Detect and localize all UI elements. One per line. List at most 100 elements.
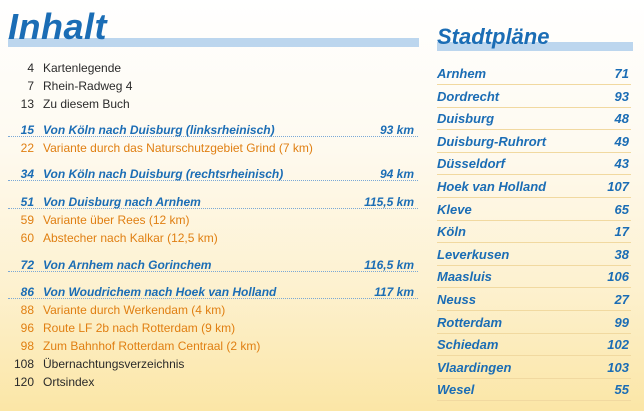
dotted-leader	[8, 136, 418, 137]
city-map-entry[interactable]: Hoek van Holland 107	[437, 176, 631, 198]
toc-page-number: 4	[27, 61, 34, 75]
toc-entry-title: Kartenlegende	[43, 61, 122, 75]
toc-entry-title: Variante durch Werkendam (4 km)	[43, 303, 226, 317]
toc-entry-title: Übernachtungsverzeichnis	[43, 357, 185, 371]
row-divider	[437, 174, 631, 176]
toc-page-number: 60	[20, 231, 34, 245]
dotted-leader	[8, 298, 418, 299]
dotted-leader	[8, 271, 418, 272]
city-name: Neuss	[437, 292, 477, 307]
city-name: Wesel	[437, 382, 475, 398]
city-map-entry[interactable]: Düsseldorf 43	[437, 153, 631, 176]
toc-entry[interactable]: 96 Route LF 2b nach Rotterdam (9 km)	[8, 320, 418, 336]
city-map-page: 107	[607, 179, 629, 194]
city-map-entry[interactable]: Vlaardingen 103	[437, 357, 631, 379]
dotted-leader	[8, 208, 418, 209]
toc-entry-title: Ortsindex	[43, 375, 95, 389]
toc-page-number: 86	[20, 285, 34, 299]
city-map-entry[interactable]: Neuss 27	[437, 289, 631, 311]
toc-route-distance: 116,5 km	[364, 258, 414, 272]
city-map-page: 93	[614, 88, 629, 104]
toc-entry-title: Von Duisburg nach Arnhem	[43, 195, 201, 209]
city-map-entry[interactable]: Dordrecht 93	[437, 86, 631, 108]
city-map-page: 106	[607, 269, 629, 285]
row-divider	[437, 264, 631, 266]
toc-entry[interactable]: 88 Variante durch Werkendam (4 km)	[8, 302, 418, 318]
toc-entry-title: Abstecher nach Kalkar (12,5 km)	[43, 231, 218, 245]
city-map-entry[interactable]: Maasluis 106	[437, 266, 631, 289]
toc-page-number: 15	[20, 123, 34, 137]
row-divider	[437, 84, 631, 85]
toc-page-number: 7	[27, 79, 34, 93]
toc-entry-title: Rhein-Radweg 4	[43, 79, 133, 93]
maps-title-underline	[437, 42, 633, 51]
city-map-entry[interactable]: Arnhem 71	[437, 63, 631, 85]
city-name: Duisburg-Ruhrort	[437, 133, 547, 149]
row-divider	[437, 332, 631, 334]
city-map-page: 38	[614, 246, 629, 262]
toc-route-distance: 115,5 km	[364, 195, 414, 209]
toc-page-number: 34	[20, 167, 34, 181]
city-map-entry[interactable]: Leverkusen 38	[437, 244, 631, 266]
toc-page-number: 96	[20, 321, 34, 335]
toc-entry[interactable]: 7 Rhein-Radweg 4	[8, 78, 418, 94]
city-map-entry[interactable]: Duisburg-Ruhrort 49	[437, 131, 631, 153]
toc-entry[interactable]: 60 Abstecher nach Kalkar (12,5 km)	[8, 230, 418, 246]
city-map-page: 49	[614, 133, 629, 149]
city-map-page: 103	[607, 359, 629, 375]
row-divider	[437, 129, 631, 131]
row-divider	[437, 400, 631, 402]
toc-title: Inhalt	[8, 6, 107, 47]
dotted-leader	[8, 180, 418, 181]
row-divider	[437, 151, 631, 153]
toc-entry-title: Von Köln nach Duisburg (linksrheinisch)	[43, 123, 275, 137]
city-map-entry[interactable]: Wesel 55	[437, 379, 631, 402]
row-divider	[437, 106, 631, 108]
city-name: Duisburg	[437, 111, 495, 127]
toc-entry[interactable]: 72 Von Arnhem nach Gorinchem 116,5 km	[8, 257, 418, 273]
row-divider	[437, 242, 631, 244]
city-map-page: 27	[614, 292, 629, 307]
toc-entry[interactable]: 4 Kartenlegende	[8, 60, 418, 76]
toc-entry[interactable]: 15 Von Köln nach Duisburg (linksrheinisch…	[8, 122, 418, 138]
city-name: Schiedam	[437, 337, 499, 353]
toc-entry-title: Von Arnhem nach Gorinchem	[43, 258, 212, 272]
city-map-entry[interactable]: Rotterdam 99	[437, 312, 631, 334]
toc-entry-title: Variante durch das Naturschutzgebiet Gri…	[43, 141, 313, 155]
city-map-entry[interactable]: Kleve 65	[437, 199, 631, 221]
toc-entry[interactable]: 98 Zum Bahnhof Rotterdam Centraal (2 km)	[8, 338, 418, 354]
city-name: Rotterdam	[437, 314, 503, 330]
toc-entry[interactable]: 86 Von Woudrichem nach Hoek van Holland 11…	[8, 284, 418, 300]
toc-entry[interactable]: 34 Von Köln nach Duisburg (rechtsrheinisc…	[8, 166, 418, 182]
maps-title: Stadtpläne	[437, 24, 550, 49]
city-map-page: 55	[614, 382, 629, 398]
toc-entry[interactable]: 13 Zu diesem Buch	[8, 96, 418, 112]
toc-page-number: 13	[20, 97, 34, 111]
toc-entry-title: Von Woudrichem nach Hoek van Holland	[43, 285, 277, 299]
toc-entry-title: Zum Bahnhof Rotterdam Centraal (2 km)	[43, 339, 261, 353]
toc-entry[interactable]: 120 Ortsindex	[8, 374, 418, 390]
city-map-entry[interactable]: Duisburg 48	[437, 108, 631, 131]
row-divider	[437, 355, 631, 357]
toc-entry[interactable]: 108 Übernachtungsverzeichnis	[8, 356, 418, 372]
toc-entry-title: Variante über Rees (12 km)	[43, 213, 190, 227]
toc-entry[interactable]: 59 Variante über Rees (12 km)	[8, 212, 418, 228]
row-divider	[437, 197, 631, 198]
city-name: Düsseldorf	[437, 156, 505, 172]
toc-page-number: 88	[20, 303, 34, 317]
city-map-entry[interactable]: Schiedam 102	[437, 334, 631, 357]
city-name: Vlaardingen	[437, 359, 512, 375]
toc-page-number: 108	[13, 357, 34, 371]
city-map-page: 99	[614, 314, 629, 330]
toc-entry-title: Route LF 2b nach Rotterdam (9 km)	[43, 321, 236, 335]
city-name: Hoek van Holland	[437, 179, 547, 194]
toc-page-number: 120	[13, 375, 34, 389]
toc-entry-title: Von Köln nach Duisburg (rechtsrheinisch)	[43, 167, 284, 181]
city-map-page: 71	[614, 66, 629, 81]
city-map-entry[interactable]: Köln 17	[437, 221, 631, 244]
toc-entry[interactable]: 22 Variante durch das Naturschutzgebiet G…	[8, 140, 418, 156]
city-map-page: 65	[614, 201, 629, 217]
toc-entry[interactable]: 51 Von Duisburg nach Arnhem 115,5 km	[8, 194, 418, 210]
toc-page-number: 51	[20, 195, 34, 209]
city-map-page: 43	[614, 156, 629, 172]
